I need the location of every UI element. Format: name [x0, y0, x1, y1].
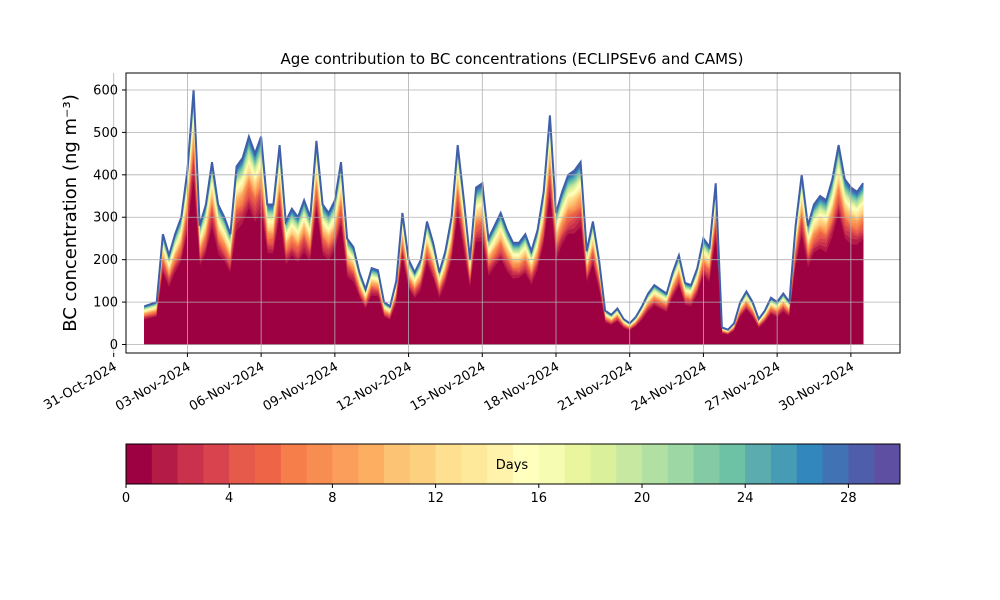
colorbar-swatch: [874, 444, 901, 484]
age-areas: [144, 89, 864, 345]
colorbar-label: Days: [496, 458, 529, 473]
colorbar-ticks: 0 4 8 12 16 20 24 28: [122, 484, 857, 506]
colorbar-swatch: [771, 444, 798, 484]
total-line: [144, 89, 864, 331]
plot-area: 31-Oct-202403-Nov-202406-Nov-202409-Nov-…: [41, 72, 901, 414]
colorbar-tick-label: 20: [634, 491, 651, 506]
x-tick-label: 15-Nov-2024: [408, 359, 488, 414]
x-tick-label: 03-Nov-2024: [113, 359, 193, 414]
age-band-area-0: [144, 181, 864, 345]
colorbar-swatch: [538, 444, 566, 484]
x-tick-label: 27-Nov-2024: [703, 359, 783, 414]
colorbar-tick-label: 28: [840, 491, 857, 506]
chart-title: Age contribution to BC concentrations (E…: [281, 50, 744, 68]
colorbar-swatch: [126, 444, 153, 484]
x-tick-label: 31-Oct-2024: [41, 359, 119, 413]
colorbar-swatch: [435, 444, 462, 484]
colorbar-tick-label: 12: [427, 491, 444, 506]
y-tick-label: 600: [93, 83, 118, 98]
colorbar-swatch: [487, 444, 514, 484]
x-tick-label: 06-Nov-2024: [187, 359, 267, 414]
y-tick-label: 500: [93, 126, 118, 141]
x-axis: 31-Oct-202403-Nov-202406-Nov-202409-Nov-…: [41, 353, 857, 414]
colorbar-tick-label: 8: [328, 491, 336, 506]
colorbar-swatch: [745, 444, 772, 484]
y-tick-label: 100: [93, 296, 118, 311]
colorbar-swatch: [564, 444, 591, 484]
x-tick-label: 12-Nov-2024: [334, 359, 414, 414]
colorbar-swatch: [848, 444, 875, 484]
colorbar-swatch: [719, 444, 746, 484]
colorbar-swatch: [384, 444, 411, 484]
y-axis-label: BC concentration (ng m⁻³): [60, 94, 81, 332]
colorbar-swatch: [822, 444, 849, 484]
grid-lines: [113, 73, 900, 353]
colorbar-swatches: [126, 444, 901, 484]
colorbar-tick-label: 4: [225, 491, 233, 506]
colorbar-swatch: [642, 444, 669, 484]
colorbar-swatch: [280, 444, 308, 484]
y-tick-label: 400: [93, 168, 118, 183]
x-tick-label: 30-Nov-2024: [777, 359, 857, 414]
x-tick-label: 09-Nov-2024: [261, 359, 341, 414]
colorbar-swatch: [409, 444, 437, 484]
y-axis: 0 100 200 300 400 500 600: [93, 83, 126, 353]
colorbar-swatch: [693, 444, 720, 484]
y-tick-label: 0: [110, 338, 118, 353]
colorbar-swatch: [229, 444, 256, 484]
colorbar-tick-label: 16: [531, 491, 548, 506]
colorbar-tick-label: 24: [737, 491, 754, 506]
colorbar-frame: [125, 443, 901, 485]
colorbar-swatch: [306, 444, 333, 484]
colorbar-swatch: [590, 444, 617, 484]
colorbar-swatch: [203, 444, 230, 484]
colorbar-swatch: [151, 444, 179, 484]
colorbar-swatch: [796, 444, 824, 484]
colorbar-tick-label: 0: [122, 491, 130, 506]
colorbar: Days 0 4 8 12 16 20 24 28: [122, 443, 901, 506]
colorbar-swatch: [513, 444, 540, 484]
colorbar-swatch: [358, 444, 385, 484]
colorbar-swatch: [461, 444, 488, 484]
y-tick-label: 200: [93, 253, 118, 268]
colorbar-swatch: [616, 444, 643, 484]
plot-frame: [125, 72, 901, 354]
y-tick-label: 300: [93, 211, 118, 226]
colorbar-swatch: [667, 444, 695, 484]
x-tick-label: 24-Nov-2024: [629, 359, 709, 414]
colorbar-swatch: [332, 444, 359, 484]
colorbar-swatch: [255, 444, 282, 484]
x-tick-label: 18-Nov-2024: [482, 359, 562, 414]
x-tick-label: 21-Nov-2024: [555, 359, 635, 414]
colorbar-swatch: [177, 444, 204, 484]
